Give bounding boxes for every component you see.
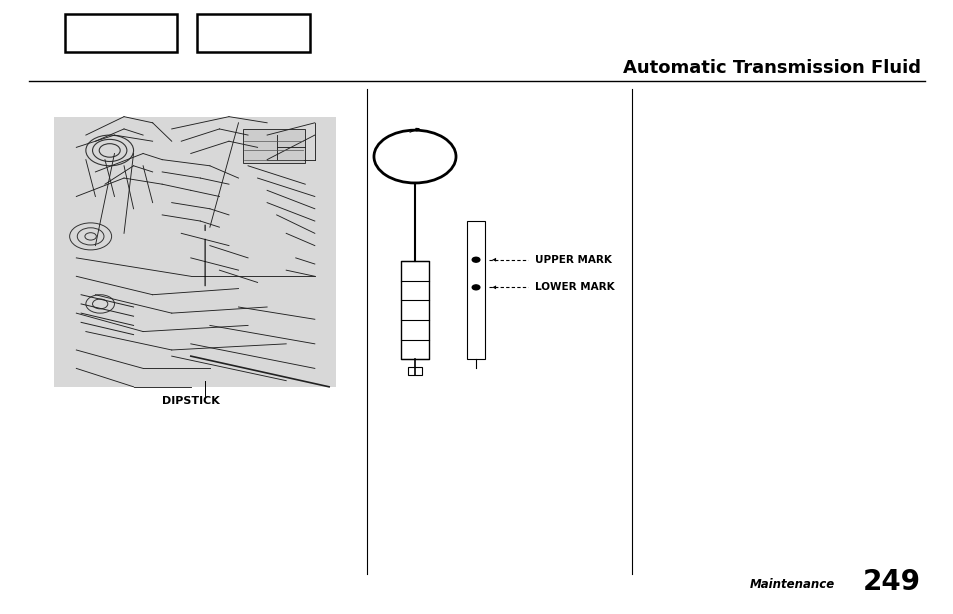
Bar (65, 14, 177, 52)
Bar (197, 14, 310, 52)
Bar (400, 261, 429, 359)
Circle shape (472, 285, 479, 290)
Bar (467, 221, 484, 359)
Text: 249: 249 (862, 567, 920, 596)
Bar (243, 129, 305, 163)
Text: LOWER MARK: LOWER MARK (535, 282, 614, 292)
Text: Maintenance: Maintenance (749, 578, 834, 591)
Text: DIPSTICK: DIPSTICK (162, 396, 219, 406)
Bar (407, 367, 421, 375)
Text: Automatic Transmission Fluid: Automatic Transmission Fluid (622, 59, 920, 77)
Circle shape (472, 257, 479, 262)
Text: UPPER MARK: UPPER MARK (535, 255, 612, 265)
Bar (54, 117, 335, 387)
